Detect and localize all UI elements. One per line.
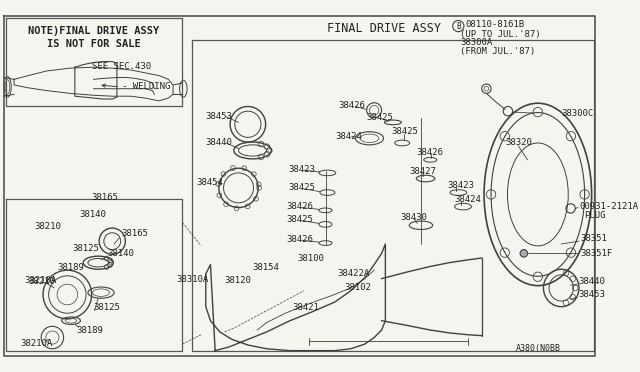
Text: 00931-2121A: 00931-2121A xyxy=(579,202,638,211)
Text: 38422A: 38422A xyxy=(337,269,369,278)
Text: 38165: 38165 xyxy=(122,229,148,238)
Text: 38165: 38165 xyxy=(92,193,118,202)
Text: 38426: 38426 xyxy=(286,202,313,211)
Text: 38351: 38351 xyxy=(580,234,607,243)
Text: 38210: 38210 xyxy=(28,277,55,286)
Text: 38320: 38320 xyxy=(505,138,532,147)
Text: 38125: 38125 xyxy=(72,244,99,253)
Text: 38423: 38423 xyxy=(447,180,474,190)
Text: 38440: 38440 xyxy=(206,138,233,147)
Text: 38425: 38425 xyxy=(367,113,394,122)
Text: (UP TO JUL.'87): (UP TO JUL.'87) xyxy=(460,30,541,39)
Text: 38310A: 38310A xyxy=(177,275,209,285)
Text: 38430: 38430 xyxy=(401,213,428,222)
Text: NOTE)FINAL DRIVE ASSY: NOTE)FINAL DRIVE ASSY xyxy=(28,26,159,36)
Text: 38154: 38154 xyxy=(252,263,279,272)
Text: 08110-8161B: 08110-8161B xyxy=(466,20,525,29)
Text: 38300A: 38300A xyxy=(460,38,492,47)
Text: FINAL DRIVE ASSY: FINAL DRIVE ASSY xyxy=(326,22,440,35)
Text: 38453: 38453 xyxy=(206,112,233,121)
Text: 38426: 38426 xyxy=(339,101,365,110)
Text: 38425: 38425 xyxy=(391,127,418,136)
Text: 38140: 38140 xyxy=(79,210,106,219)
Text: B: B xyxy=(456,22,461,31)
Text: 38210A: 38210A xyxy=(24,276,57,285)
Text: 38120: 38120 xyxy=(225,276,252,285)
Text: 38425: 38425 xyxy=(286,215,313,224)
Text: 38423: 38423 xyxy=(288,165,315,174)
Text: 38102: 38102 xyxy=(344,283,371,292)
Text: 38421: 38421 xyxy=(292,302,319,312)
Text: 38189: 38189 xyxy=(77,326,104,334)
Text: 38351F: 38351F xyxy=(580,249,612,258)
Text: 38424: 38424 xyxy=(454,195,481,203)
Text: 38300C: 38300C xyxy=(561,109,593,118)
Text: 38453: 38453 xyxy=(578,290,605,299)
Text: 38454: 38454 xyxy=(196,178,223,187)
Text: SEE SEC.430: SEE SEC.430 xyxy=(92,62,151,71)
Text: PLUG: PLUG xyxy=(584,211,606,221)
Text: 38140: 38140 xyxy=(108,249,134,258)
Text: - WELDING: - WELDING xyxy=(122,82,170,92)
Text: 38426: 38426 xyxy=(286,235,313,244)
Text: 38440: 38440 xyxy=(578,277,605,286)
Circle shape xyxy=(520,250,527,257)
Text: 38210: 38210 xyxy=(35,221,61,231)
Text: A380(N0BB: A380(N0BB xyxy=(516,344,561,353)
Text: (FROM JUL.'87): (FROM JUL.'87) xyxy=(460,47,536,56)
Text: 38424: 38424 xyxy=(335,132,362,141)
Text: 38210A: 38210A xyxy=(20,339,53,348)
Text: 38426: 38426 xyxy=(416,148,443,157)
Text: 38100: 38100 xyxy=(298,254,324,263)
Text: 38189: 38189 xyxy=(57,263,84,272)
Text: 38427: 38427 xyxy=(410,167,436,176)
Text: 38425: 38425 xyxy=(288,183,315,192)
Text: 38125: 38125 xyxy=(93,303,120,312)
Text: IS NOT FOR SALE: IS NOT FOR SALE xyxy=(47,39,140,49)
